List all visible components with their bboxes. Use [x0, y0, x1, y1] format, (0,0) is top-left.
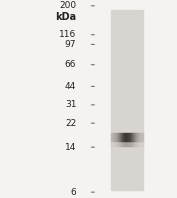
- Bar: [141, 142, 142, 146]
- Text: 31: 31: [65, 100, 76, 109]
- Bar: [112, 142, 113, 146]
- Bar: [137, 142, 138, 146]
- Bar: [114, 133, 115, 141]
- Bar: [130, 142, 131, 146]
- Bar: [132, 142, 133, 146]
- Bar: [138, 142, 139, 146]
- Bar: [120, 142, 121, 146]
- Bar: [124, 133, 125, 141]
- Bar: [139, 133, 140, 141]
- Bar: [135, 142, 136, 146]
- Bar: [115, 133, 117, 141]
- Bar: [115, 142, 117, 146]
- Text: 22: 22: [65, 119, 76, 128]
- Text: 200: 200: [59, 1, 76, 10]
- Bar: [126, 142, 127, 146]
- Bar: [135, 133, 136, 141]
- Bar: [111, 133, 112, 141]
- Bar: [140, 142, 141, 146]
- Bar: [127, 142, 129, 146]
- Bar: [118, 133, 119, 141]
- Bar: [136, 133, 137, 141]
- Bar: [137, 133, 138, 141]
- Bar: [111, 142, 112, 146]
- Bar: [123, 133, 124, 141]
- Bar: [133, 142, 134, 146]
- Bar: [136, 142, 137, 146]
- Bar: [117, 133, 118, 141]
- Bar: [122, 133, 123, 141]
- Bar: [119, 133, 120, 141]
- Bar: [120, 133, 121, 141]
- Bar: [113, 133, 114, 141]
- Bar: [138, 133, 139, 141]
- Text: 66: 66: [65, 60, 76, 69]
- Bar: [112, 133, 113, 141]
- Bar: [122, 142, 123, 146]
- Bar: [125, 133, 126, 141]
- Bar: [139, 142, 140, 146]
- Bar: [130, 133, 131, 141]
- Bar: [113, 142, 114, 146]
- Text: 14: 14: [65, 143, 76, 152]
- Bar: [125, 142, 126, 146]
- Text: 44: 44: [65, 82, 76, 91]
- Bar: [127, 133, 129, 141]
- Bar: [131, 142, 132, 146]
- Bar: [129, 142, 130, 146]
- Bar: [140, 133, 141, 141]
- Bar: [141, 133, 142, 141]
- Bar: [118, 142, 119, 146]
- Bar: [117, 142, 118, 146]
- Bar: [129, 133, 130, 141]
- Text: kDa: kDa: [55, 12, 76, 22]
- Bar: [114, 142, 115, 146]
- Text: 116: 116: [59, 30, 76, 39]
- Bar: [132, 133, 133, 141]
- Bar: [119, 142, 120, 146]
- Text: 6: 6: [71, 188, 76, 197]
- Bar: [121, 133, 122, 141]
- Bar: [131, 133, 132, 141]
- Bar: [133, 133, 134, 141]
- Bar: [124, 142, 125, 146]
- Bar: [134, 133, 135, 141]
- Bar: [121, 142, 122, 146]
- Bar: [126, 133, 127, 141]
- Text: 97: 97: [65, 40, 76, 49]
- Bar: [111, 10, 142, 190]
- Bar: [123, 142, 124, 146]
- Bar: [134, 142, 135, 146]
